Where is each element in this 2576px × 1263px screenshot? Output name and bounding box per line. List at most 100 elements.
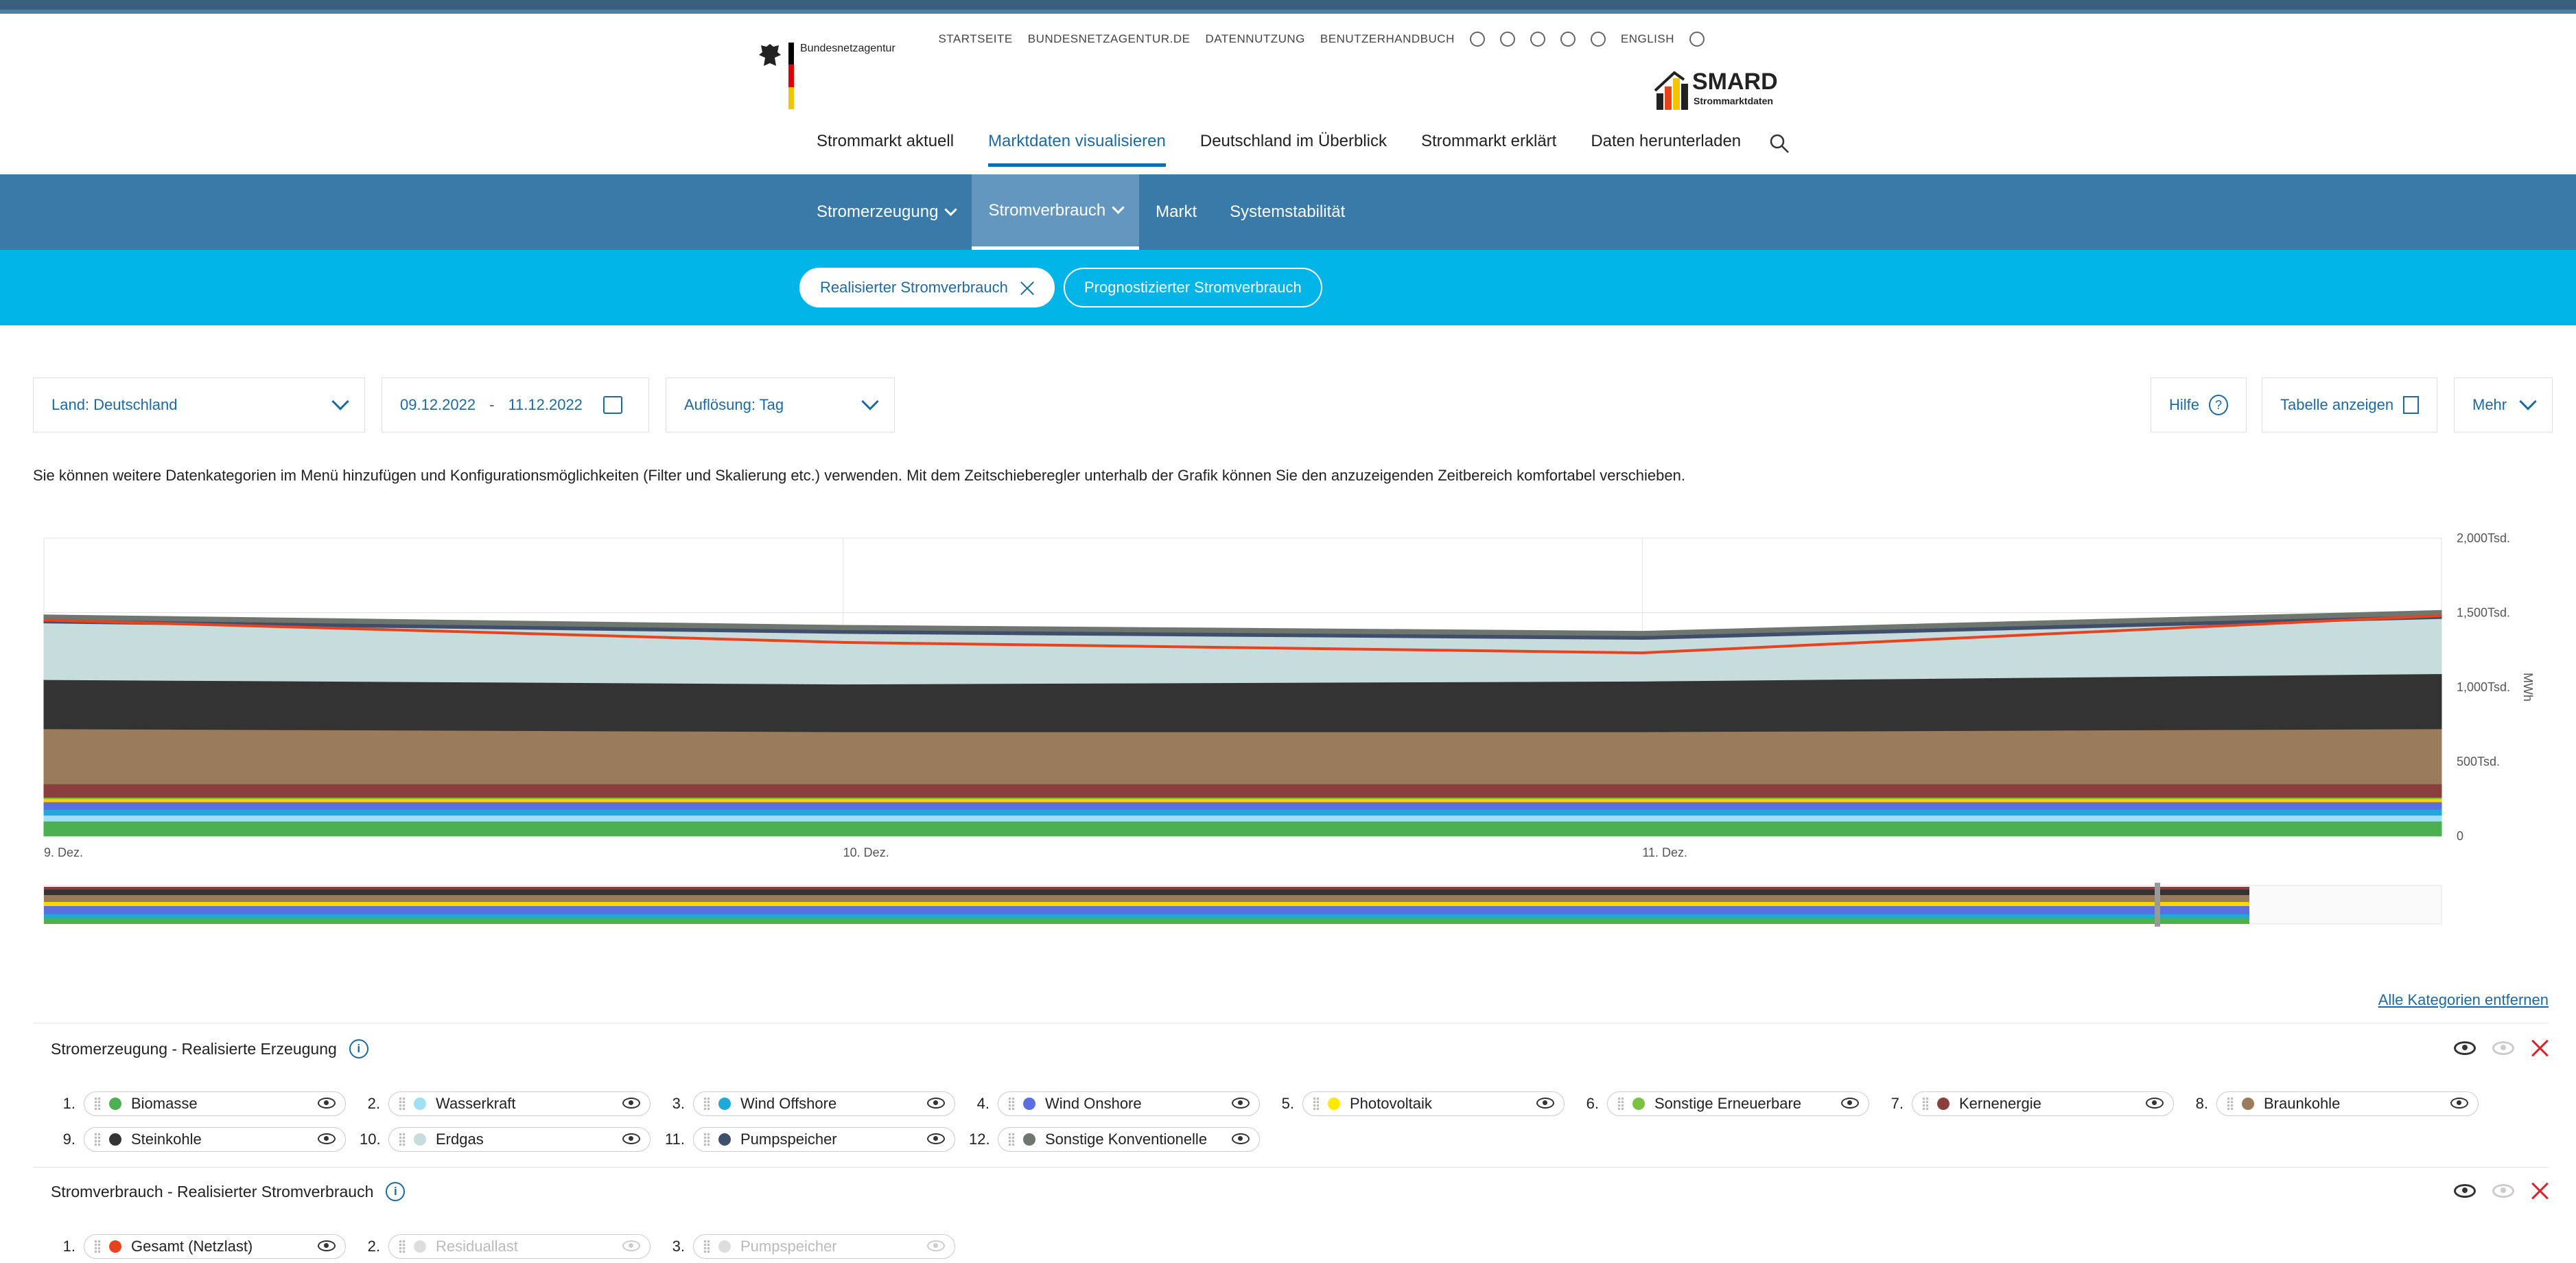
- eye-icon[interactable]: [622, 1133, 640, 1144]
- search-icon[interactable]: [1769, 133, 1790, 154]
- category-pill[interactable]: Erdgas: [388, 1127, 651, 1152]
- category-pill[interactable]: Steinkohle: [84, 1127, 346, 1152]
- drag-handle-icon[interactable]: [1313, 1097, 1320, 1111]
- category-pill[interactable]: Braunkohle: [2216, 1091, 2479, 1116]
- drag-handle-icon[interactable]: [94, 1133, 101, 1146]
- eye-off-icon[interactable]: [2492, 1184, 2514, 1198]
- eye-icon[interactable]: [2450, 1098, 2468, 1109]
- area-series-biomasse: [43, 820, 2442, 837]
- drag-handle-icon[interactable]: [1008, 1097, 1015, 1111]
- drag-handle-icon[interactable]: [94, 1097, 101, 1111]
- close-icon[interactable]: [2531, 1182, 2549, 1200]
- drag-handle-icon[interactable]: [1617, 1097, 1624, 1111]
- subnav-stromverbrauch[interactable]: Stromverbrauch: [972, 174, 1140, 250]
- category-pill[interactable]: Wasserkraft: [388, 1091, 651, 1116]
- remove-all-categories-link[interactable]: Alle Kategorien entfernen: [2378, 991, 2549, 1008]
- category-pill[interactable]: Kernenergie: [1912, 1091, 2174, 1116]
- nav-deutschland-ueberblick[interactable]: Deutschland im Überblick: [1199, 132, 1387, 150]
- subnav-stromerzeugung[interactable]: Stromerzeugung: [817, 174, 972, 250]
- eye-icon[interactable]: [2454, 1184, 2476, 1198]
- navigator-band: [44, 895, 2249, 902]
- nav-strommarkt-aktuell[interactable]: Strommarkt aktuell: [817, 132, 955, 150]
- rss-icon[interactable]: [1590, 32, 1606, 47]
- drag-handle-icon[interactable]: [703, 1240, 710, 1253]
- meta-link-benutzerhandbuch[interactable]: BENUTZERHANDBUCH: [1320, 32, 1455, 45]
- show-table-label: Tabelle anzeigen: [2280, 396, 2394, 413]
- category-pill[interactable]: Photovoltaik: [1302, 1091, 1565, 1116]
- smard-logo[interactable]: SMARD Strommarktdaten: [1654, 63, 1788, 111]
- drag-handle-icon[interactable]: [399, 1097, 406, 1111]
- subnav-systemstabilitaet[interactable]: Systemstabilität: [1230, 202, 1346, 221]
- category-pill[interactable]: Biomasse: [84, 1091, 346, 1116]
- y-tick-label: 0: [2457, 829, 2463, 843]
- nav-marktdaten-visualisieren[interactable]: Marktdaten visualisieren: [988, 132, 1166, 167]
- eye-icon[interactable]: [318, 1098, 336, 1109]
- category-pill[interactable]: Pumpspeicher: [693, 1234, 955, 1259]
- user-icon[interactable]: [1530, 32, 1545, 47]
- eye-off-icon[interactable]: [2492, 1041, 2514, 1055]
- date-range-picker[interactable]: 09.12.2022 - 11.12.2022: [382, 378, 649, 432]
- help-button[interactable]: Hilfe ?: [2151, 378, 2247, 432]
- drag-handle-icon[interactable]: [1008, 1133, 1015, 1146]
- show-table-button[interactable]: Tabelle anzeigen: [2262, 378, 2437, 432]
- language-switch[interactable]: ENGLISH: [1620, 32, 1674, 45]
- hand-icon[interactable]: [1469, 32, 1485, 47]
- category-pill[interactable]: Sonstige Konventionelle: [998, 1127, 1260, 1152]
- category-pill[interactable]: Pumpspeicher: [693, 1127, 955, 1152]
- meta-link-datennutzung[interactable]: DATENNUTZUNG: [1205, 32, 1305, 45]
- link-icon[interactable]: [1560, 32, 1576, 47]
- resolution-select[interactable]: Auflösung: Tag: [666, 378, 895, 432]
- filter-bar: [0, 250, 2576, 325]
- category-pill[interactable]: Sonstige Erneuerbare: [1607, 1091, 1869, 1116]
- meta-link-startseite[interactable]: STARTSEITE: [938, 32, 1013, 45]
- subnav-markt[interactable]: Markt: [1156, 202, 1197, 221]
- eye-icon[interactable]: [1232, 1133, 1250, 1144]
- y-tick-label: 1,500Tsd.: [2457, 606, 2510, 620]
- date-from[interactable]: 09.12.2022: [400, 396, 476, 413]
- category-pill[interactable]: Wind Offshore: [693, 1091, 955, 1116]
- subnav-stromerzeugung-label: Stromerzeugung: [817, 202, 939, 221]
- drag-handle-icon[interactable]: [94, 1240, 101, 1253]
- meta-link-bundesnetzagentur[interactable]: BUNDESNETZAGENTUR.DE: [1027, 32, 1191, 45]
- drag-handle-icon[interactable]: [1922, 1097, 1929, 1111]
- date-to[interactable]: 11.12.2022: [508, 396, 583, 413]
- nav-daten-herunterladen[interactable]: Daten herunterladen: [1591, 132, 1742, 150]
- close-icon[interactable]: [2531, 1039, 2549, 1057]
- eye-icon[interactable]: [318, 1133, 336, 1144]
- country-select[interactable]: Land: Deutschland: [33, 378, 365, 432]
- filter-chip-prognostiziert[interactable]: Prognostizierter Stromverbrauch: [1064, 268, 1322, 308]
- navigator-band: [44, 914, 2249, 918]
- x-tick-label: 11. Dez.: [1642, 846, 1687, 859]
- filter-chip-realisiert[interactable]: Realisierter Stromverbrauch: [799, 268, 1055, 308]
- category-pill[interactable]: Gesamt (Netzlast): [84, 1234, 346, 1259]
- eye-icon[interactable]: [927, 1098, 945, 1109]
- sign-language-icon[interactable]: [1499, 32, 1515, 47]
- drag-handle-icon[interactable]: [399, 1133, 406, 1146]
- nav-strommarkt-erklaert[interactable]: Strommarkt erklärt: [1420, 132, 1557, 150]
- eye-icon[interactable]: [318, 1240, 336, 1251]
- eye-icon[interactable]: [622, 1240, 640, 1251]
- info-icon[interactable]: i: [386, 1182, 406, 1201]
- more-menu-button[interactable]: Mehr: [2454, 378, 2553, 432]
- eye-icon[interactable]: [2146, 1098, 2164, 1109]
- info-icon[interactable]: i: [349, 1039, 368, 1058]
- drag-handle-icon[interactable]: [399, 1240, 406, 1253]
- close-icon[interactable]: [1020, 281, 1034, 294]
- drag-handle-icon[interactable]: [703, 1097, 710, 1111]
- globe-icon[interactable]: [1689, 32, 1705, 47]
- eye-icon[interactable]: [622, 1098, 640, 1109]
- eye-icon[interactable]: [1841, 1098, 1859, 1109]
- eye-icon[interactable]: [1232, 1098, 1250, 1109]
- eye-icon[interactable]: [1536, 1098, 1554, 1109]
- drag-handle-icon[interactable]: [2227, 1097, 2234, 1111]
- energy-chart[interactable]: 0 500Tsd. 1,000Tsd. 1,500Tsd. 2,000Tsd. MWh 9.…: [0, 522, 2576, 934]
- eye-icon[interactable]: [927, 1240, 945, 1251]
- eye-icon[interactable]: [2454, 1041, 2476, 1055]
- calendar-icon[interactable]: [602, 396, 622, 414]
- drag-handle-icon[interactable]: [703, 1133, 710, 1146]
- x-tick-label: 9. Dez.: [44, 846, 83, 859]
- navigator-handle[interactable]: [2155, 883, 2160, 927]
- eye-icon[interactable]: [927, 1133, 945, 1144]
- category-pill[interactable]: Residuallast: [388, 1234, 651, 1259]
- category-pill[interactable]: Wind Onshore: [998, 1091, 1260, 1116]
